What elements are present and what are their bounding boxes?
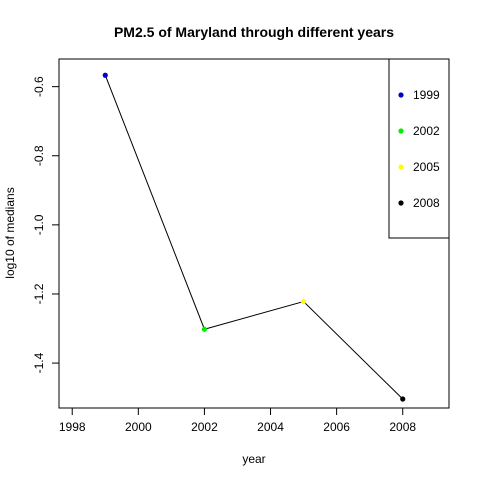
x-tick-label: 1998: [59, 420, 86, 434]
legend-label-2008: 2008: [413, 196, 440, 210]
y-tick-label: -1.0: [32, 214, 46, 235]
data-point-2002: [201, 326, 208, 332]
y-tick-label: -0.6: [32, 76, 46, 97]
y-tick-label: -0.8: [32, 145, 46, 166]
legend-label-1999: 1999: [413, 88, 440, 102]
chart-title: PM2.5 of Maryland through different year…: [114, 24, 394, 40]
x-tick-label: 2002: [191, 420, 218, 434]
y-axis: -1.4 -1.2 -1.0 -0.8 -0.6: [32, 76, 60, 373]
x-tick-label: 2008: [389, 420, 416, 434]
series-polyline: [104, 75, 404, 400]
legend-box: [388, 58, 450, 239]
x-tick-label: 2004: [257, 420, 284, 434]
legend-marker-2002: [398, 128, 404, 134]
series-line: [104, 75, 404, 400]
legend-marker-2008: [398, 200, 404, 206]
y-tick-label: -1.2: [32, 283, 46, 304]
legend-label-2005: 2005: [413, 160, 440, 174]
legend-marker-1999: [398, 92, 404, 98]
data-points: [102, 72, 406, 402]
x-tick-label: 2006: [323, 420, 350, 434]
legend-marker-2005: [398, 164, 404, 170]
data-point-1999: [102, 72, 108, 78]
legend: 1999 2002 2005 2008: [388, 58, 450, 239]
y-tick-label: -1.4: [32, 352, 46, 373]
x-tick-label: 2000: [125, 420, 152, 434]
x-axis: 1998 2000 2002 2004 2006 2008: [59, 407, 416, 434]
x-axis-label: year: [242, 452, 265, 466]
data-point-2008: [400, 396, 406, 402]
y-axis-label: log10 of medians: [3, 187, 17, 278]
data-point-2005: [300, 298, 307, 305]
legend-label-2002: 2002: [413, 124, 440, 138]
